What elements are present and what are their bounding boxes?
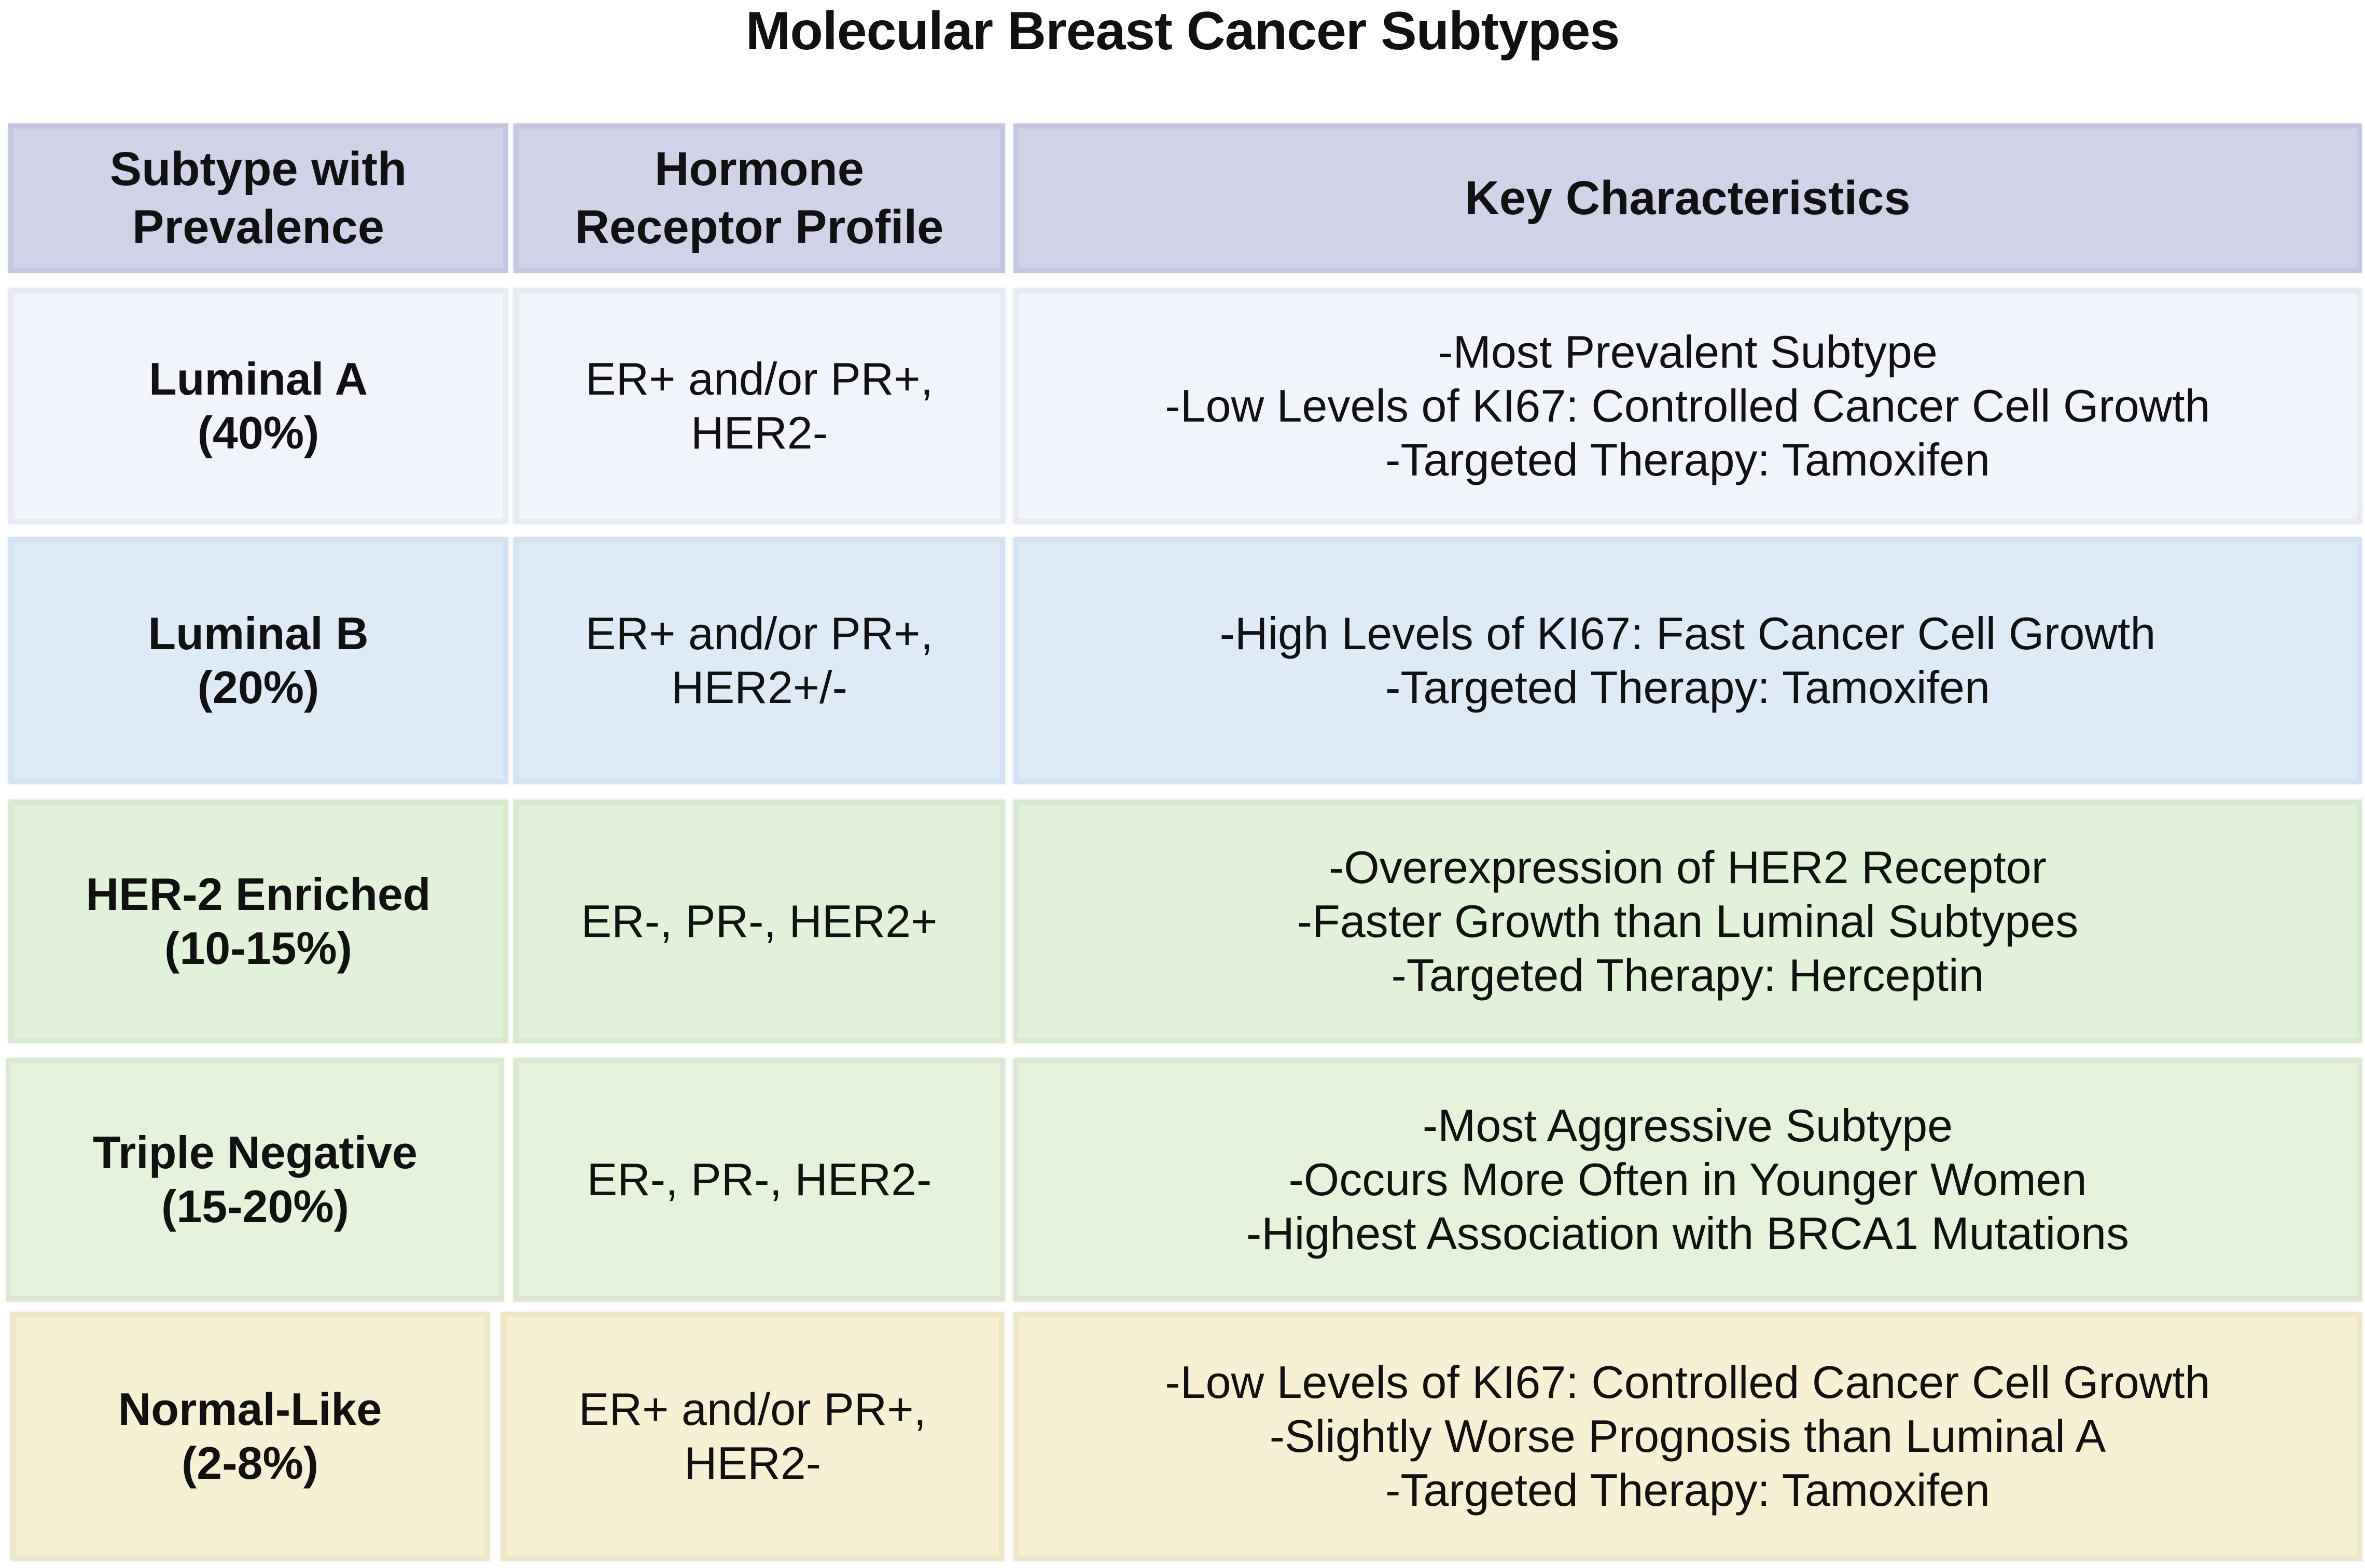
header-characteristics-cell: Key Characteristics xyxy=(1013,123,2362,273)
header-receptor-cell: Hormone Receptor Profile xyxy=(513,123,1005,273)
row-luminal-b-subtype: Luminal B (20%) xyxy=(8,537,508,784)
page-title: Molecular Breast Cancer Subtypes xyxy=(0,0,2365,62)
receptor-profile: ER-, PR-, HER2+ xyxy=(581,895,938,947)
receptor-profile: ER-, PR-, HER2- xyxy=(587,1154,932,1205)
row-triple-negative-receptor: ER-, PR-, HER2- xyxy=(513,1058,1005,1301)
row-triple-negative-subtype: Triple Negative (15-20%) xyxy=(6,1058,504,1301)
header-characteristics-label: Key Characteristics xyxy=(1465,172,1911,225)
row-her2-enriched-characteristics: -Overexpression of HER2 Receptor -Faster… xyxy=(1013,800,2362,1043)
characteristics-text: -High Levels of KI67: Fast Cancer Cell G… xyxy=(1219,608,2156,713)
row-luminal-a-receptor: ER+ and/or PR+, HER2- xyxy=(513,288,1005,524)
header-subtype-cell: Subtype with Prevalence xyxy=(8,123,508,273)
receptor-profile: ER+ and/or PR+, HER2+/- xyxy=(585,608,934,713)
page-title-text: Molecular Breast Cancer Subtypes xyxy=(745,1,1620,61)
row-triple-negative-characteristics: -Most Aggressive Subtype -Occurs More Of… xyxy=(1013,1058,2362,1301)
row-luminal-a-subtype: Luminal A (40%) xyxy=(8,288,508,524)
receptor-profile: ER+ and/or PR+, HER2- xyxy=(578,1383,927,1489)
header-subtype-label: Subtype with Prevalence xyxy=(109,143,407,254)
row-her2-enriched-receptor: ER-, PR-, HER2+ xyxy=(513,800,1005,1043)
receptor-profile: ER+ and/or PR+, HER2- xyxy=(585,353,934,458)
characteristics-text: -Overexpression of HER2 Receptor -Faster… xyxy=(1297,842,2079,1001)
header-receptor-label: Hormone Receptor Profile xyxy=(575,143,944,254)
subtype-label: HER-2 Enriched (10-15%) xyxy=(86,869,431,974)
row-luminal-a-characteristics: -Most Prevalent Subtype -Low Levels of K… xyxy=(1013,288,2362,524)
row-her2-enriched-subtype: HER-2 Enriched (10-15%) xyxy=(8,800,508,1043)
subtype-label: Normal-Like (2-8%) xyxy=(118,1383,382,1489)
characteristics-text: -Low Levels of KI67: Controlled Cancer C… xyxy=(1165,1356,2210,1516)
characteristics-text: -Most Prevalent Subtype -Low Levels of K… xyxy=(1165,326,2210,485)
row-luminal-b-receptor: ER+ and/or PR+, HER2+/- xyxy=(513,537,1005,784)
row-normal-like-characteristics: -Low Levels of KI67: Controlled Cancer C… xyxy=(1013,1312,2362,1561)
row-normal-like-subtype: Normal-Like (2-8%) xyxy=(10,1312,490,1561)
row-normal-like-receptor: ER+ and/or PR+, HER2- xyxy=(501,1312,1004,1561)
characteristics-text: -Most Aggressive Subtype -Occurs More Of… xyxy=(1246,1100,2130,1259)
subtype-label: Triple Negative (15-20%) xyxy=(92,1127,418,1232)
subtype-label: Luminal B (20%) xyxy=(148,608,369,713)
row-luminal-b-characteristics: -High Levels of KI67: Fast Cancer Cell G… xyxy=(1013,537,2362,784)
subtype-label: Luminal A (40%) xyxy=(148,353,368,458)
